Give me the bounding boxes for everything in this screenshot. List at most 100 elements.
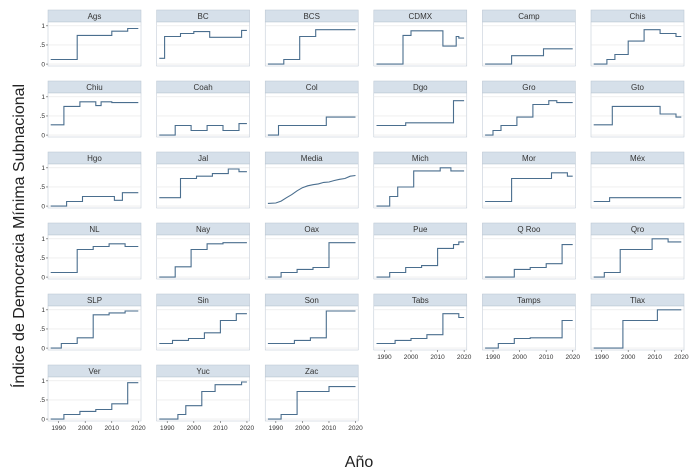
y-tick-label: 0 — [41, 203, 45, 210]
series-line — [159, 242, 247, 278]
panel-title: Tlax — [630, 296, 645, 305]
series-line — [376, 313, 465, 345]
panel: Mor — [482, 151, 576, 209]
panel: Sin — [156, 293, 250, 351]
series-line — [376, 100, 465, 127]
y-tick-label: 1 — [41, 307, 45, 314]
x-tick-label: 1990 — [377, 354, 392, 361]
series-line — [376, 241, 465, 278]
panel: Zac 1990 2000 2010 2020 — [264, 364, 363, 432]
panel-plot-area — [156, 21, 250, 67]
x-tick-label: 2000 — [78, 425, 93, 432]
series-line — [50, 27, 139, 61]
panel-plot-area — [47, 92, 142, 138]
panel: Yuc 1990 2000 2010 2020 — [156, 364, 255, 432]
panel-title: Tabs — [412, 296, 429, 305]
panel-title: Sin — [197, 296, 209, 305]
series-line — [485, 244, 573, 278]
x-tick-label: 1990 — [51, 425, 66, 432]
y-tick-label: .5 — [40, 397, 46, 404]
panel-title: Coah — [194, 83, 213, 92]
panel: Chis — [590, 9, 685, 67]
x-tick-label: 2020 — [240, 425, 255, 432]
panel: Jal — [156, 151, 250, 209]
x-tick-label: 1990 — [486, 354, 501, 361]
series-line — [50, 382, 139, 420]
panel-plot-area — [590, 163, 685, 209]
panel-title: Q Roo — [517, 225, 541, 234]
series-line — [159, 29, 247, 59]
x-tick-label: 2000 — [621, 354, 636, 361]
series-line — [593, 238, 682, 278]
panel-title: Son — [305, 296, 319, 305]
panel-title: BCS — [303, 12, 319, 21]
series-line — [485, 319, 573, 349]
x-tick-label: 2020 — [674, 354, 689, 361]
x-tick-label: 2020 — [457, 354, 472, 361]
panel-title: Ver — [88, 367, 100, 376]
series-line — [159, 381, 247, 420]
y-tick-label: 0 — [41, 61, 45, 68]
panel: Tabs 1990 2000 2010 2020 — [373, 293, 472, 361]
y-tick-label: 0 — [41, 274, 45, 281]
panel-plot-area — [590, 305, 685, 351]
x-tick-label: 2020 — [348, 425, 363, 432]
panel-title: Yuc — [196, 367, 209, 376]
y-tick-label: 1 — [41, 23, 45, 30]
series-line — [267, 116, 356, 136]
panel: Q Roo — [482, 222, 576, 280]
panel-title: Méx — [630, 154, 645, 163]
panel-plot-area — [156, 92, 250, 138]
panel-plot-area — [482, 234, 576, 280]
panel-title: Nay — [196, 225, 210, 234]
y-tick-label: 0 — [41, 345, 45, 352]
panel: Tamps 1990 2000 2010 2020 — [482, 293, 580, 361]
x-tick-label: 2010 — [430, 354, 445, 361]
x-tick-label: 2000 — [187, 425, 202, 432]
panel-title: Gto — [631, 83, 644, 92]
panel-plot-area — [156, 376, 250, 422]
x-tick-label: 1990 — [160, 425, 175, 432]
panel: Qro — [590, 222, 685, 280]
series-line — [376, 167, 465, 207]
panel: SLP 0 .5 1 — [40, 293, 142, 352]
x-tick-label: 2020 — [131, 425, 146, 432]
panel: Gto — [590, 80, 685, 138]
x-tick-label: 2000 — [512, 354, 527, 361]
panel-plot-area — [264, 92, 359, 138]
panel: Méx — [590, 151, 685, 209]
panel: Coah — [156, 80, 250, 138]
panel-title: Chis — [629, 12, 645, 21]
series-line — [593, 309, 682, 349]
panel-title: Oax — [304, 225, 319, 234]
panel-plot-area — [590, 92, 685, 138]
y-tick-label: 1 — [41, 165, 45, 172]
x-tick-label: 2000 — [404, 354, 419, 361]
series-line — [50, 101, 139, 126]
y-tick-label: 0 — [41, 416, 45, 423]
y-tick-label: 0 — [41, 132, 45, 139]
panel-plot-area — [47, 376, 142, 422]
x-tick-label: 2010 — [105, 425, 120, 432]
panel: CDMX — [373, 9, 468, 67]
series-line — [485, 100, 573, 136]
y-tick-label: .5 — [40, 184, 46, 191]
y-tick-label: .5 — [40, 255, 46, 262]
series-line — [593, 29, 682, 65]
panel-title: Camp — [518, 12, 540, 21]
panel-title: Pue — [413, 225, 428, 234]
series-line — [267, 242, 356, 278]
panel: NL 0 .5 1 — [40, 222, 142, 281]
x-tick-label: 1990 — [269, 425, 284, 432]
panel-title: Mor — [522, 154, 536, 163]
panel-plot-area — [47, 163, 142, 209]
panel-plot-area — [482, 92, 576, 138]
panel-plot-area — [482, 305, 576, 351]
series-line — [267, 29, 356, 65]
panel-title: Tamps — [517, 296, 541, 305]
series-line — [376, 30, 465, 65]
y-tick-label: 1 — [41, 378, 45, 385]
x-tick-label: 2010 — [322, 425, 337, 432]
panel: Hgo 0 .5 1 — [40, 151, 142, 210]
panel-title: Dgo — [413, 83, 428, 92]
